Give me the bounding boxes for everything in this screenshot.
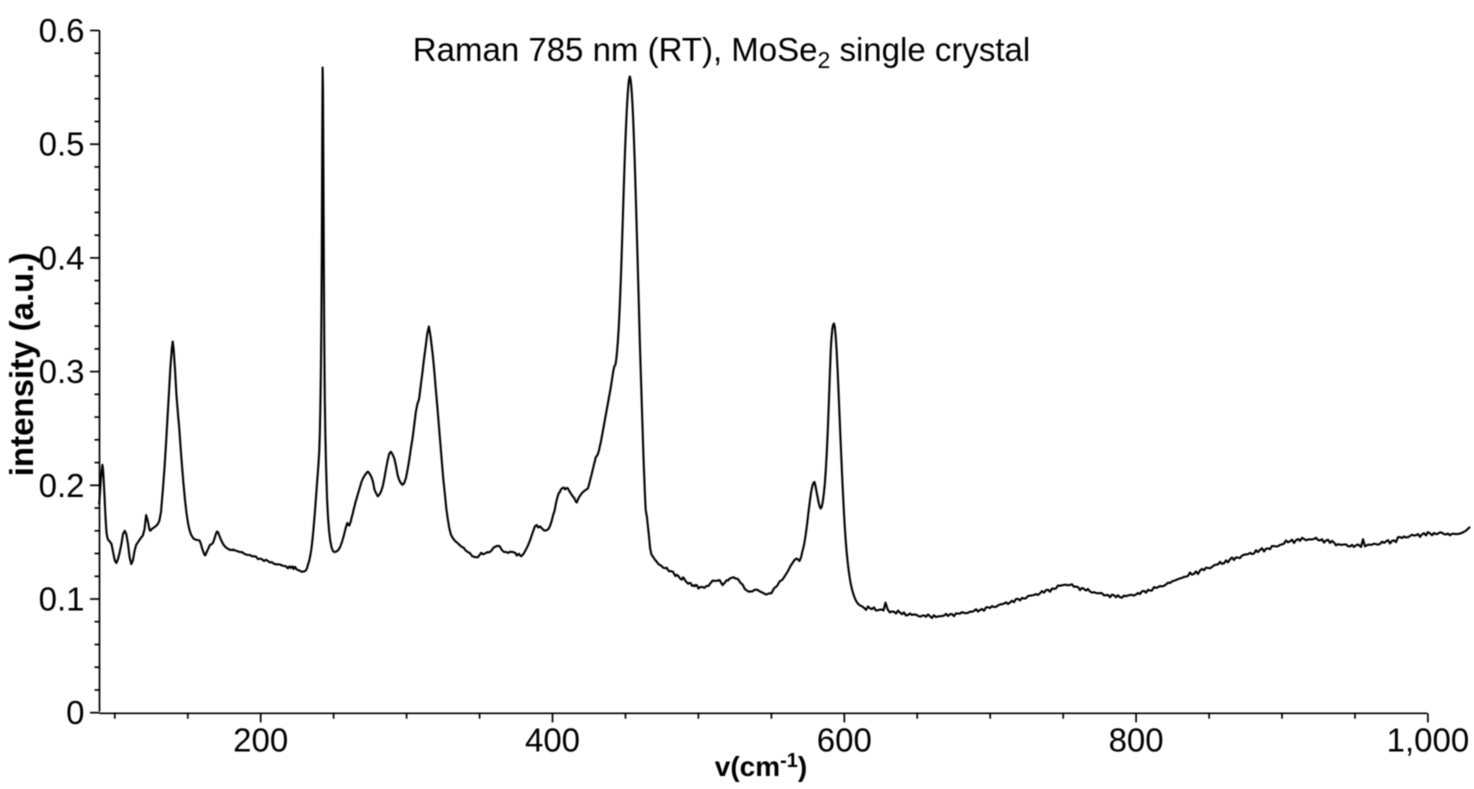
svg-text:800: 800 [1109, 722, 1164, 759]
svg-text:1,000: 1,000 [1387, 722, 1470, 759]
svg-text:600: 600 [817, 722, 872, 759]
svg-text:0.5: 0.5 [39, 126, 85, 163]
svg-text:0.6: 0.6 [39, 12, 85, 49]
svg-text:intensity (a.u.): intensity (a.u.) [3, 253, 40, 477]
svg-text:200: 200 [233, 722, 288, 759]
svg-text:0.1: 0.1 [39, 581, 85, 618]
svg-text:0.2: 0.2 [39, 467, 85, 504]
svg-text:0.4: 0.4 [39, 239, 85, 276]
svg-text:400: 400 [525, 722, 580, 759]
svg-text:Raman 785 nm (RT), MoSe2 singl: Raman 785 nm (RT), MoSe2 single crystal [413, 31, 1030, 73]
svg-text:0.3: 0.3 [39, 353, 85, 390]
svg-text:0: 0 [66, 694, 84, 731]
